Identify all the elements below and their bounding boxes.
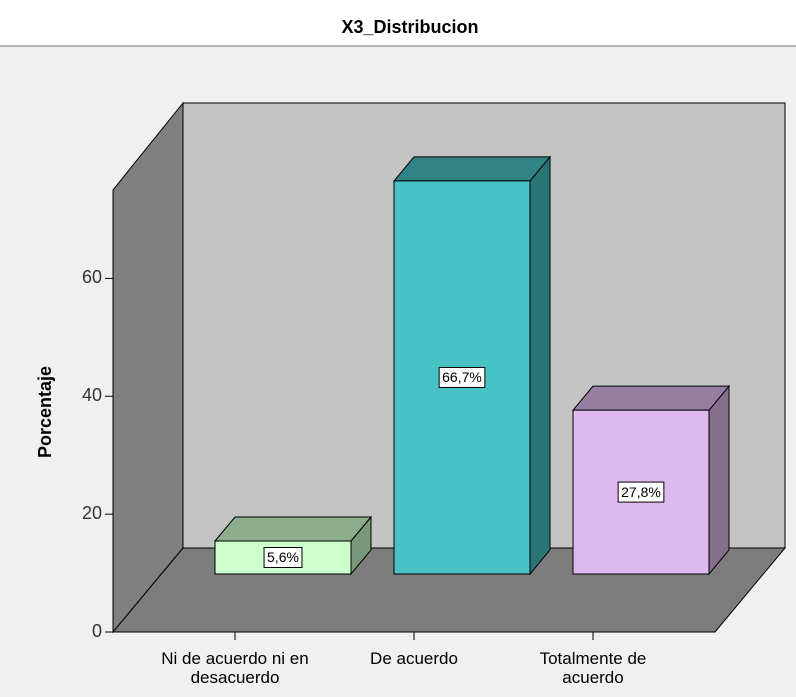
value-label: 66,7% [442,369,482,385]
y-tick-label: 0 [92,621,102,641]
chart-title: X3_Distribucion [341,17,478,37]
bar-top [213,516,373,542]
x-tick-label: De acuerdo [370,649,458,668]
value-label-box [438,366,486,388]
y-tick-label: 20 [82,503,102,523]
x-tick-label: Totalmente de acuerdo [539,649,647,687]
value-label-box [617,481,665,503]
y-tick-label: 40 [82,385,102,405]
left-wall [112,101,184,634]
value-label: 27,8% [621,484,661,500]
bar-top [392,156,552,182]
value-label-box [263,546,303,568]
bar-side [529,155,551,576]
value-label: 5,6% [267,549,299,565]
bar-side [708,384,730,576]
bar-top [571,385,731,411]
y-tick-label: 60 [82,267,102,287]
y-axis-label: Porcentaje [35,366,55,458]
x-tick-label: Ni de acuerdo ni en desacuerdo [161,649,309,687]
title-band [0,0,796,46]
